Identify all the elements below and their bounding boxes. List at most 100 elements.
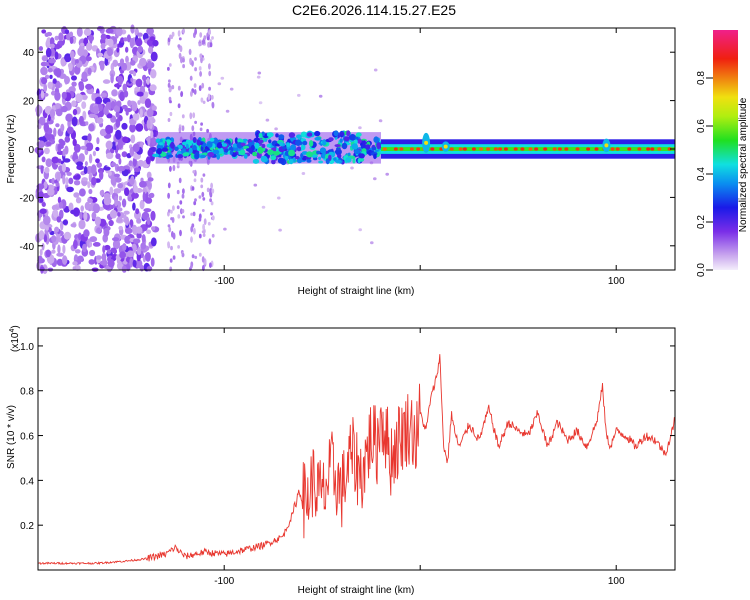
heatmap-cell [258,132,263,139]
heatmap-cell [54,35,60,41]
heatmap-cell [261,205,266,209]
heatmap-cell [66,171,72,176]
heatmap-cell [130,60,136,66]
heatmap-cell [193,201,197,206]
heatmap-cell [203,35,207,40]
heatmap-cell [136,218,142,224]
heatmap-cell [52,209,59,218]
heatmap-cell [486,147,491,151]
heatmap-cell [471,147,476,151]
y-tick-label: -40 [20,242,35,253]
heatmap-cell [47,81,53,90]
heatmap-cell [189,112,193,120]
heatmap-cell [202,223,206,231]
heatmap-cell [211,36,214,40]
heatmap-cell [225,109,230,113]
heatmap-cell [212,149,220,155]
heatmap-cell [125,216,130,226]
heatmap-cell [149,84,157,92]
colorbar-tick-label: 0.0 [696,263,707,277]
heatmap-cell [71,81,77,87]
heatmap-cell [95,255,103,260]
heatmap-cell [107,249,111,255]
heatmap-cell [47,67,53,73]
bottom-x-axis-label: Height of straight line (km) [298,585,415,596]
heatmap-cell [443,144,448,149]
heatmap-cell [209,198,213,203]
heatmap-cell [73,180,81,186]
heatmap-cell [55,123,60,128]
heatmap-cell [41,156,46,163]
heatmap-cell [181,253,185,257]
top-x-ticks: -100 100 [214,28,625,287]
heatmap-cell [278,134,285,140]
heatmap-cell [346,130,351,137]
heatmap-cell [83,166,88,175]
heatmap-cell [192,112,196,119]
heatmap-cell [182,58,185,63]
heatmap-cell [181,125,185,132]
heatmap-cell [45,47,52,58]
heatmap-cell [191,223,195,228]
heatmap-cell [207,41,210,48]
heatmap-cell [102,79,111,84]
heatmap-cell [112,237,120,242]
heatmap-cell [135,123,144,132]
heatmap-cell [143,79,147,88]
heatmap-cell [242,138,248,142]
heatmap-cell [146,119,151,129]
heatmap-cell [351,143,359,150]
heatmap-cell [271,159,276,165]
heatmap-cell [347,152,351,157]
heatmap-cell [182,188,185,195]
heatmap-cell [130,134,136,144]
heatmap-cell [237,138,244,143]
heatmap-cell [125,46,129,53]
heatmap-cell [288,149,296,157]
y-tick-label: 40 [23,48,35,59]
heatmap-cell [177,103,181,109]
heatmap-cell [54,51,59,60]
heatmap-cell [60,105,68,113]
heatmap-cell [198,217,202,222]
heatmap-cell [131,192,139,199]
heatmap-cell [358,157,365,162]
heatmap-cell [62,219,68,225]
heatmap-cell [209,190,212,196]
heatmap-cell [261,143,266,149]
heatmap-cell [199,53,203,59]
heatmap-cell [39,208,47,214]
heatmap-cell [39,196,44,203]
heatmap-cell [176,205,180,210]
y-tick-label: 0.6 [20,432,34,443]
heatmap-cell [72,266,77,271]
heatmap-cell [288,158,294,165]
heatmap-cell [172,205,175,211]
heatmap-cell [142,191,146,202]
heatmap-cell [35,105,43,115]
heatmap-cell [314,136,322,141]
heatmap-cell [56,172,61,182]
heatmap-cell [115,27,123,37]
heatmap-cell [71,75,77,81]
heatmap-cell [135,78,143,88]
heatmap-cell [44,32,49,37]
heatmap-cell [63,231,72,240]
heatmap-cell [116,216,123,223]
heatmap-cell [210,182,214,189]
snr-line-group [38,354,675,566]
heatmap-cell [513,147,518,151]
heatmap-cell [119,91,125,102]
heatmap-cell [178,37,182,41]
heatmap-cell [69,31,74,38]
heatmap-cell [147,135,151,146]
heatmap-cell [121,265,127,273]
heatmap-cell [373,153,377,160]
heatmap-cell [178,177,182,184]
heatmap-cell [191,60,194,67]
heatmap-cell [239,149,246,156]
heatmap-cell [534,147,539,151]
heatmap-cell [498,147,503,151]
heatmap-cell [209,42,213,48]
heatmap-cell [115,111,120,118]
